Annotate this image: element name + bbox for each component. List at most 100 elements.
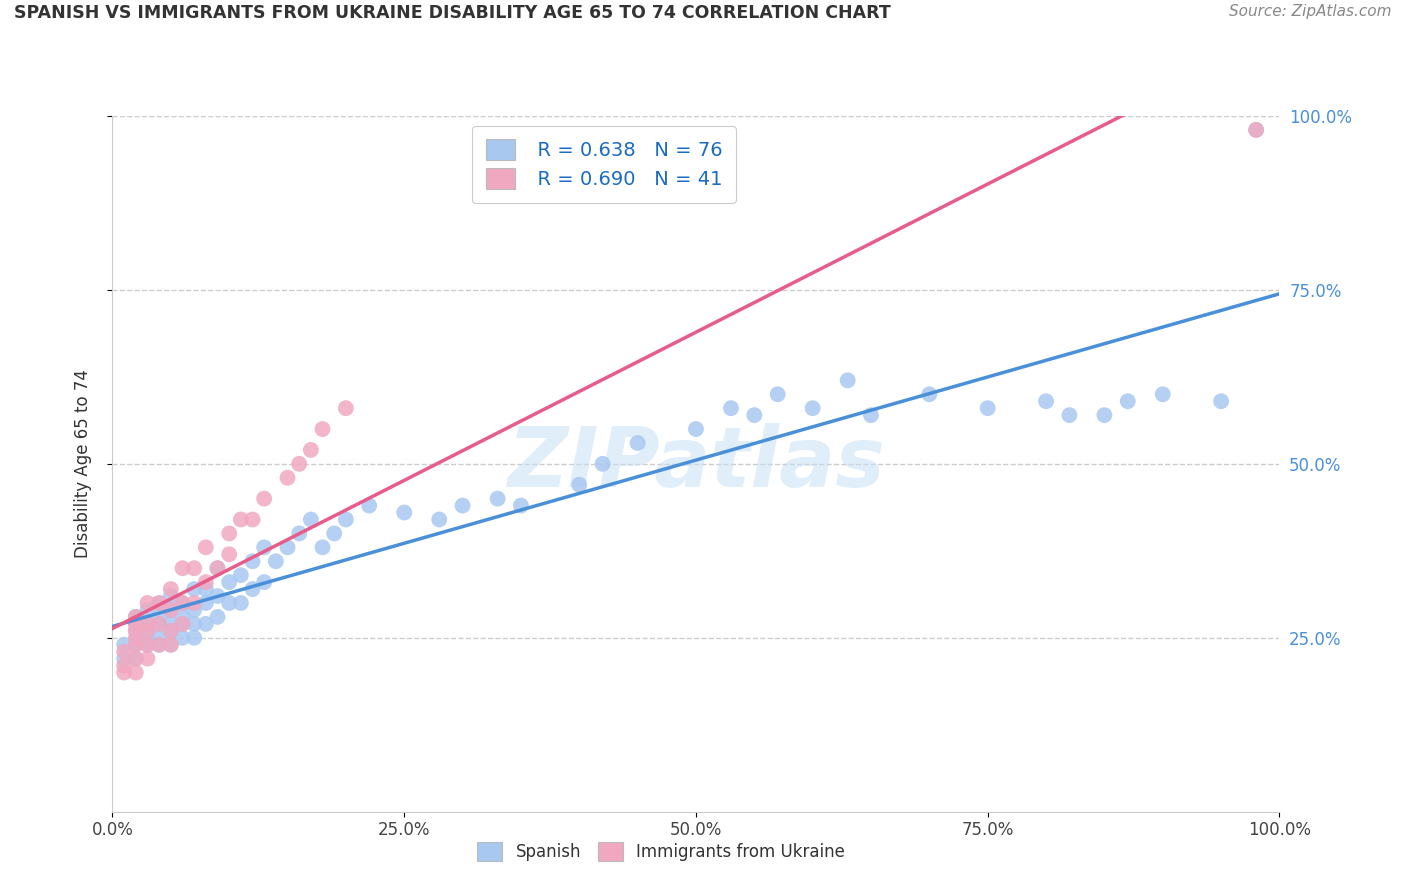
Point: [1152, 387, 1174, 401]
Point: [1035, 394, 1057, 409]
Point: [148, 610, 170, 624]
Point: [486, 491, 509, 506]
Point: [242, 554, 264, 568]
Point: [229, 596, 252, 610]
Point: [125, 665, 148, 680]
Point: [136, 631, 159, 645]
Point: [183, 603, 205, 617]
Point: [1209, 394, 1232, 409]
Point: [194, 616, 217, 631]
Point: [592, 457, 614, 471]
Point: [276, 471, 298, 485]
Point: [148, 631, 170, 645]
Point: [218, 547, 240, 561]
Point: [299, 442, 322, 457]
Point: [172, 596, 194, 610]
Point: [194, 596, 217, 610]
Point: [125, 624, 148, 638]
Point: [859, 408, 883, 422]
Point: [194, 582, 217, 596]
Point: [207, 589, 229, 603]
Point: [172, 596, 194, 610]
Point: [1092, 408, 1115, 422]
Point: [112, 651, 135, 665]
Legend: Spanish, Immigrants from Ukraine: Spanish, Immigrants from Ukraine: [468, 834, 853, 870]
Point: [160, 638, 183, 652]
Point: [112, 645, 135, 659]
Point: [1116, 394, 1139, 409]
Point: [136, 624, 159, 638]
Point: [1244, 123, 1267, 137]
Point: [264, 554, 287, 568]
Point: [183, 596, 205, 610]
Point: [218, 526, 240, 541]
Point: [242, 512, 264, 526]
Text: Source: ZipAtlas.com: Source: ZipAtlas.com: [1229, 4, 1392, 20]
Point: [183, 561, 205, 575]
Point: [136, 616, 159, 631]
Point: [323, 526, 346, 541]
Point: [207, 561, 229, 575]
Point: [125, 610, 148, 624]
Point: [242, 582, 264, 596]
Point: [148, 596, 170, 610]
Point: [685, 422, 707, 436]
Point: [160, 638, 183, 652]
Point: [172, 631, 194, 645]
Y-axis label: Disability Age 65 to 74: Disability Age 65 to 74: [73, 369, 91, 558]
Point: [801, 401, 824, 416]
Point: [229, 568, 252, 582]
Point: [125, 651, 148, 665]
Point: [148, 616, 170, 631]
Point: [136, 651, 159, 665]
Point: [125, 638, 148, 652]
Point: [229, 512, 252, 526]
Point: [568, 477, 591, 491]
Point: [160, 582, 183, 596]
Point: [136, 603, 159, 617]
Point: [160, 624, 183, 638]
Point: [112, 658, 135, 673]
Point: [392, 506, 416, 520]
Point: [160, 624, 183, 638]
Point: [125, 631, 148, 645]
Point: [125, 610, 148, 624]
Point: [311, 422, 333, 436]
Point: [509, 499, 531, 513]
Point: [136, 638, 159, 652]
Point: [837, 373, 859, 387]
Point: [148, 638, 170, 652]
Point: [918, 387, 941, 401]
Point: [299, 512, 322, 526]
Point: [160, 603, 183, 617]
Point: [276, 541, 298, 555]
Point: [160, 603, 183, 617]
Point: [720, 401, 742, 416]
Point: [112, 638, 135, 652]
Point: [112, 665, 135, 680]
Point: [183, 616, 205, 631]
Point: [288, 526, 311, 541]
Point: [335, 512, 357, 526]
Point: [160, 616, 183, 631]
Point: [288, 457, 311, 471]
Point: [218, 575, 240, 590]
Point: [172, 616, 194, 631]
Point: [335, 401, 357, 416]
Point: [194, 575, 217, 590]
Point: [125, 638, 148, 652]
Point: [136, 616, 159, 631]
Point: [976, 401, 998, 416]
Point: [125, 651, 148, 665]
Point: [359, 499, 381, 513]
Text: SPANISH VS IMMIGRANTS FROM UKRAINE DISABILITY AGE 65 TO 74 CORRELATION CHART: SPANISH VS IMMIGRANTS FROM UKRAINE DISAB…: [14, 4, 891, 22]
Point: [766, 387, 789, 401]
Point: [136, 624, 159, 638]
Point: [136, 638, 159, 652]
Point: [218, 596, 240, 610]
Point: [183, 582, 205, 596]
Point: [253, 541, 276, 555]
Point: [172, 616, 194, 631]
Text: ZIPatlas: ZIPatlas: [508, 424, 884, 504]
Point: [125, 616, 148, 631]
